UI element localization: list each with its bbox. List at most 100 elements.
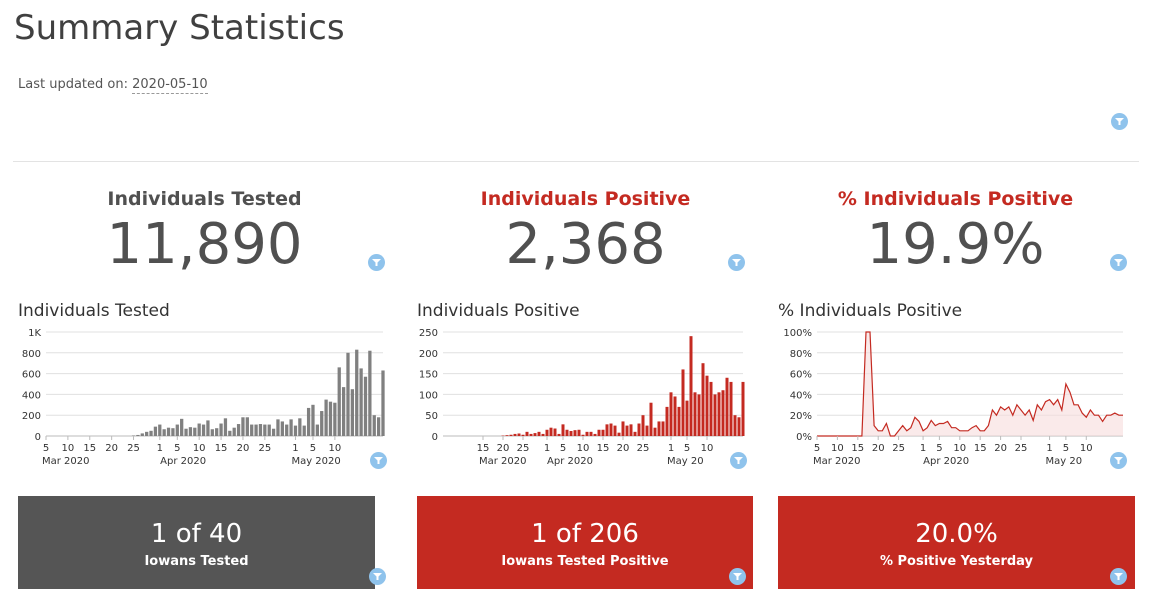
bar bbox=[737, 417, 741, 436]
bar bbox=[713, 394, 717, 436]
bar bbox=[145, 431, 149, 436]
x-tick-label: 5 bbox=[684, 443, 690, 454]
bar bbox=[553, 428, 557, 436]
x-tick-label: 10 bbox=[328, 443, 341, 454]
bar bbox=[320, 411, 324, 436]
x-tick-label: 10 bbox=[193, 443, 206, 454]
bar bbox=[184, 428, 188, 436]
bar bbox=[171, 428, 175, 436]
bar bbox=[577, 429, 581, 436]
bar bbox=[613, 425, 617, 436]
bar bbox=[298, 418, 302, 436]
month-label: Mar 2020 bbox=[813, 456, 861, 467]
x-tick-label: 20 bbox=[872, 443, 885, 454]
bar bbox=[368, 350, 372, 436]
x-tick-label: 1 bbox=[544, 443, 550, 454]
bar bbox=[645, 425, 649, 436]
x-tick-label: 20 bbox=[617, 443, 630, 454]
bar bbox=[333, 402, 337, 436]
filter-icon[interactable] bbox=[728, 254, 745, 271]
x-tick-label: 10 bbox=[953, 443, 966, 454]
kpi-value-percent: 19.9% bbox=[866, 212, 1045, 277]
filter-icon[interactable] bbox=[730, 452, 747, 469]
bar bbox=[311, 404, 315, 436]
bar bbox=[276, 419, 280, 436]
bar bbox=[545, 429, 549, 436]
bar bbox=[153, 426, 158, 436]
x-tick-label: 25 bbox=[258, 443, 271, 454]
bar bbox=[657, 421, 661, 436]
bar bbox=[149, 430, 153, 436]
bar bbox=[537, 431, 541, 436]
bar bbox=[280, 421, 284, 436]
y-tick-label: 100 bbox=[419, 390, 438, 401]
bar bbox=[236, 424, 241, 436]
card-big-tested: 1 of 40 bbox=[150, 519, 243, 549]
month-label: Apr 2020 bbox=[923, 456, 969, 467]
filter-icon[interactable] bbox=[1110, 452, 1127, 469]
bar bbox=[193, 427, 197, 436]
bar bbox=[302, 425, 306, 436]
x-tick-label: 1 bbox=[1046, 443, 1052, 454]
bar bbox=[158, 424, 162, 436]
bar bbox=[665, 406, 669, 436]
bar bbox=[717, 392, 721, 436]
bar bbox=[649, 402, 653, 436]
x-tick-label: 5 bbox=[936, 443, 942, 454]
bar bbox=[529, 433, 533, 436]
bar bbox=[589, 431, 593, 436]
filter-icon[interactable] bbox=[729, 568, 746, 585]
bar bbox=[250, 424, 254, 436]
x-tick-label: 25 bbox=[1015, 443, 1028, 454]
x-tick-label: 1 bbox=[157, 443, 163, 454]
filter-icon[interactable] bbox=[369, 568, 386, 585]
month-label: Mar 2020 bbox=[479, 456, 527, 467]
bar bbox=[569, 431, 573, 436]
y-tick-label: 60% bbox=[790, 370, 812, 381]
filter-icon[interactable] bbox=[370, 452, 387, 469]
bar bbox=[653, 427, 657, 436]
bar bbox=[521, 434, 525, 436]
filter-icon[interactable] bbox=[368, 254, 385, 271]
kpi-title-tested: Individuals Tested bbox=[107, 188, 302, 210]
bar bbox=[285, 424, 289, 436]
bar bbox=[258, 424, 263, 436]
filter-icon[interactable] bbox=[1111, 113, 1128, 130]
x-tick-label: 15 bbox=[215, 443, 228, 454]
bar bbox=[166, 427, 171, 436]
x-tick-label: 1 bbox=[292, 443, 298, 454]
page-title: Summary Statistics bbox=[14, 8, 345, 48]
bar bbox=[372, 415, 376, 436]
x-tick-label: 25 bbox=[637, 443, 650, 454]
y-tick-label: 0% bbox=[796, 432, 812, 443]
bar bbox=[633, 431, 637, 436]
x-tick-label: 5 bbox=[310, 443, 316, 454]
x-tick-label: 10 bbox=[577, 443, 590, 454]
bar bbox=[197, 423, 201, 436]
bar bbox=[175, 424, 179, 436]
bar bbox=[525, 431, 529, 436]
kpi-title-positive: Individuals Positive bbox=[480, 188, 691, 210]
bar bbox=[509, 434, 513, 436]
bar bbox=[533, 433, 537, 436]
bar bbox=[573, 430, 577, 436]
series-line bbox=[817, 331, 1123, 437]
y-tick-label: 0 bbox=[432, 432, 438, 443]
y-tick-label: 150 bbox=[419, 370, 438, 381]
bar bbox=[685, 400, 689, 436]
kpi-title-percent: % Individuals Positive bbox=[837, 188, 1074, 210]
filter-icon[interactable] bbox=[1110, 568, 1127, 585]
bar bbox=[254, 424, 258, 436]
bar bbox=[629, 424, 633, 436]
bar bbox=[637, 423, 641, 436]
bar bbox=[585, 431, 589, 436]
bar bbox=[625, 425, 629, 436]
bar bbox=[733, 415, 737, 436]
filter-icon[interactable] bbox=[1110, 254, 1127, 271]
bar bbox=[136, 434, 140, 436]
x-tick-label: 15 bbox=[83, 443, 96, 454]
card-small-tested: Iowans Tested bbox=[144, 554, 249, 569]
divider bbox=[13, 161, 1139, 162]
y-tick-label: 50 bbox=[425, 411, 438, 422]
